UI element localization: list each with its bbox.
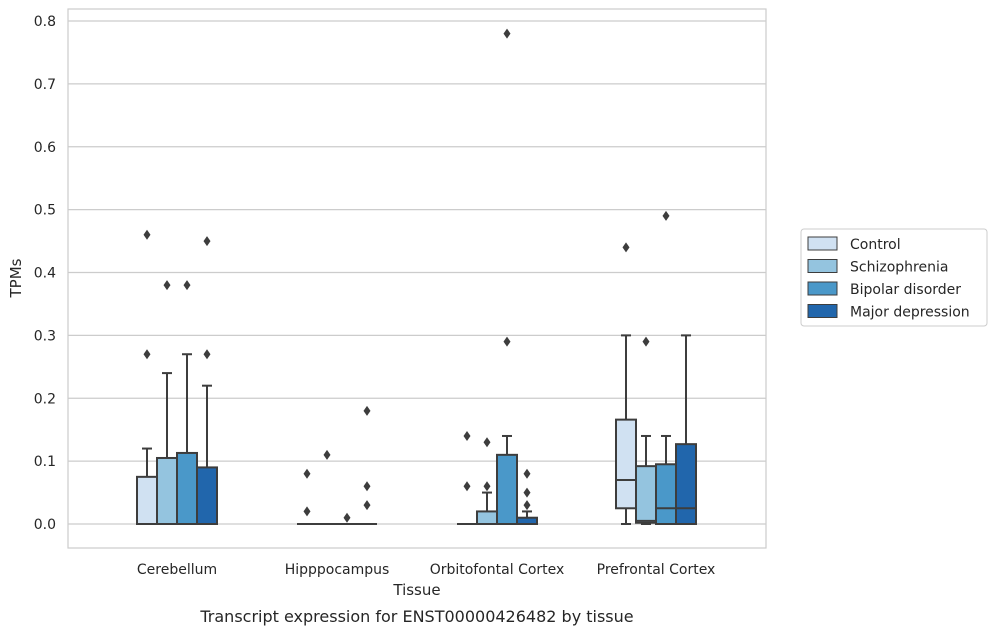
outlier-point (503, 28, 511, 39)
legend-swatch (807, 259, 838, 273)
x-tick-label: Prefrontal Cortex (597, 562, 716, 578)
outlier-point (163, 280, 171, 291)
y-tick-label: 0.2 (34, 391, 56, 407)
box (156, 456, 178, 526)
outlier-point (523, 500, 531, 511)
box (476, 510, 498, 525)
y-tick-label: 0.8 (34, 14, 56, 30)
y-tick-label: 0.0 (34, 517, 56, 533)
outlier-point (143, 349, 151, 360)
gridlines (68, 20, 766, 525)
box-group (457, 430, 477, 525)
box-group (675, 334, 697, 525)
outlier-point (662, 210, 670, 221)
box-group (337, 512, 357, 525)
y-axis-label: TPMs (7, 258, 25, 298)
y-tick-label: 0.7 (34, 77, 56, 93)
y-tick-label: 0.4 (34, 266, 56, 282)
boxes (136, 28, 697, 526)
outlier-point (203, 236, 211, 247)
x-tick-label: Orbitofontal Cortex (430, 562, 565, 578)
outlier-point (483, 481, 491, 492)
x-tick-label: Hipppocampus (285, 562, 390, 578)
box-group (476, 437, 498, 525)
outlier-point (363, 405, 371, 416)
y-tick-label: 0.1 (34, 454, 56, 470)
chart-caption: Transcript expression for ENST0000042648… (199, 607, 633, 626)
outlier-point (183, 280, 191, 291)
y-tick-label: 0.5 (34, 203, 56, 219)
box (635, 465, 657, 524)
y-tick-label: 0.6 (34, 140, 56, 156)
plot-frame (67, 8, 767, 549)
box-group (297, 468, 317, 525)
outlier-point (463, 430, 471, 441)
x-tick-labels: Cerebellum Hipppocampus Orbitofontal Corte… (137, 562, 715, 578)
outlier-point (143, 229, 151, 240)
legend-items: Control Schizophrenia Bipolar disorder Majo… (807, 236, 970, 321)
box-group (496, 28, 518, 525)
outlier-point (343, 512, 351, 523)
y-tick-labels: 0.0 0.1 0.2 0.3 0.4 0.5 0.6 0.7 0.8 (34, 14, 56, 533)
box (136, 475, 158, 525)
outlier-point (203, 349, 211, 360)
outlier-point (463, 481, 471, 492)
legend-label: Schizophrenia (850, 260, 948, 276)
box-group (136, 229, 158, 525)
box-group (176, 280, 198, 526)
outlier-point (363, 481, 371, 492)
outlier-point (303, 506, 311, 517)
legend-swatch (807, 304, 838, 318)
box-group (196, 236, 218, 526)
legend-swatch (807, 281, 838, 296)
box (655, 463, 677, 525)
box-group (156, 280, 178, 526)
outlier-point (523, 487, 531, 498)
box-group (357, 405, 377, 525)
outlier-point (642, 336, 650, 347)
legend-frame (800, 228, 988, 327)
box (496, 453, 518, 525)
outlier-point (363, 500, 371, 511)
legend-label: Bipolar disorder (850, 282, 961, 298)
x-tick-label: Cerebellum (137, 562, 217, 578)
box-group (635, 336, 657, 525)
box (176, 451, 198, 526)
box (675, 443, 697, 525)
box (615, 418, 637, 510)
box-group (655, 210, 677, 525)
legend: Control Schizophrenia Bipolar disorder Majo… (800, 228, 988, 327)
outlier-point (483, 437, 491, 448)
outlier-point (523, 468, 531, 479)
outlier-point (323, 449, 331, 460)
legend-label: Major depression (850, 305, 970, 321)
box-group (615, 242, 637, 525)
box (196, 466, 218, 526)
outlier-point (303, 468, 311, 479)
y-tick-label: 0.3 (34, 328, 56, 344)
box-group (317, 449, 337, 525)
box-group (516, 468, 538, 526)
legend-swatch (807, 236, 838, 251)
outlier-point (622, 242, 630, 253)
outlier-point (503, 336, 511, 347)
x-axis-label: Tissue (392, 581, 440, 599)
legend-label: Control (850, 237, 901, 253)
